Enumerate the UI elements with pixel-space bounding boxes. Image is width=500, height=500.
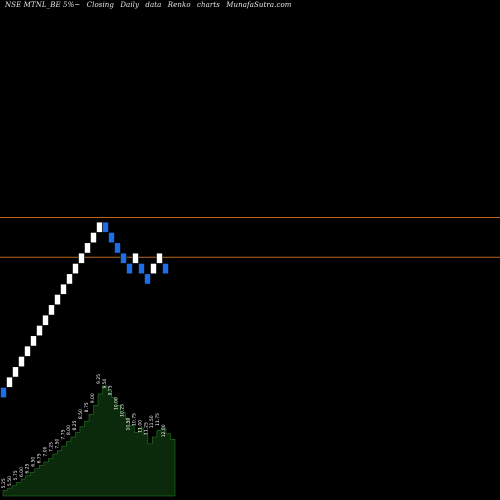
title-chart-kind: Renko (167, 1, 191, 9)
up-brick (66, 273, 73, 285)
volume-label: 6.75 (37, 453, 43, 463)
volume-label: 5.25 (1, 478, 7, 488)
volume-label: 9.00 (90, 393, 96, 403)
down-brick (102, 221, 109, 233)
chart-title: NSE MTNL_BE 5%~ Closing Daily data Renko… (5, 1, 296, 9)
volume-label: 11.00 (137, 420, 143, 433)
volume-fill (2, 385, 176, 497)
up-brick (84, 242, 91, 254)
title-closing: Closing (86, 1, 114, 9)
down-brick (144, 273, 151, 285)
volume-labels: 5.25 5.505.75 6.00 6.256.50 6.757.00 7.25 7.50… (1, 374, 167, 488)
volume-label: 11.50 (149, 415, 155, 428)
down-brick (162, 263, 169, 275)
down-brick (108, 232, 115, 244)
volume-label: 6.50 (31, 457, 37, 467)
volume-label: 11.25 (143, 422, 149, 435)
volume-label: 8.50 (78, 409, 84, 419)
title-period: Daily (120, 1, 140, 9)
volume-label: 5.75 (13, 470, 19, 480)
volume-label: 8.75 (84, 402, 90, 412)
title-brand: MunafaSutra.com (226, 1, 292, 9)
title-symbol: NSE MTNL_BE 5%~ (5, 1, 81, 9)
up-brick (96, 221, 103, 233)
up-brick (6, 376, 13, 388)
up-brick (24, 345, 31, 357)
up-brick (42, 314, 49, 326)
down-brick (138, 263, 145, 275)
up-brick (132, 252, 139, 264)
volume-label: 8.00 (66, 425, 72, 435)
up-brick (12, 366, 19, 378)
volume-label: 6.00 (19, 467, 25, 477)
volume-label: 7.25 (48, 442, 54, 452)
volume-label: 7.75 (60, 429, 66, 439)
volume-label: 8.25 (72, 420, 78, 430)
price-level-lines (0, 216, 500, 258)
up-brick (36, 325, 43, 337)
volume-label: 9.75 (108, 385, 114, 395)
up-brick (150, 263, 157, 275)
up-brick (54, 294, 61, 306)
volume-area (2, 385, 176, 497)
volume-label: 10.25 (120, 404, 126, 417)
renko-bricks (0, 221, 169, 399)
up-brick (18, 356, 25, 368)
title-data: data (145, 1, 162, 9)
up-brick (78, 252, 85, 264)
volume-label: 7.50 (54, 438, 60, 448)
volume-label: 10.50 (126, 417, 132, 430)
volume-label: 6.25 (25, 463, 31, 473)
down-brick (120, 252, 127, 264)
volume-label: 9.50 (102, 378, 108, 388)
volume-label: 10.00 (114, 397, 120, 410)
down-brick (0, 387, 7, 399)
title-charts: charts (196, 1, 220, 9)
up-brick (90, 232, 97, 244)
volume-label: 9.25 (96, 374, 102, 384)
up-brick (72, 263, 79, 275)
volume-label: 11.75 (155, 413, 161, 426)
up-brick (156, 252, 163, 264)
down-brick (114, 242, 121, 254)
volume-label: 10.75 (131, 413, 137, 426)
volume-label: 5.50 (7, 476, 13, 486)
up-brick (48, 304, 55, 316)
down-brick (126, 263, 133, 275)
volume-label: 7.00 (43, 446, 49, 456)
volume-label: 12.00 (161, 424, 167, 437)
up-brick (30, 335, 37, 347)
up-brick (60, 283, 67, 295)
